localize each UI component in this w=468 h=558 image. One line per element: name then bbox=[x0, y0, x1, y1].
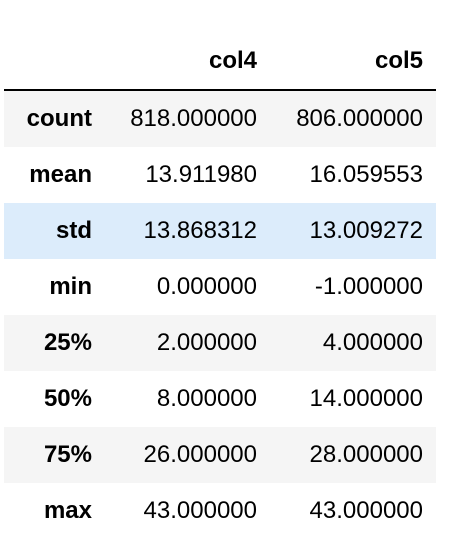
table-cell: 4.000000 bbox=[322, 329, 423, 356]
table-row: min 0.000000 -1.000000 bbox=[4, 259, 436, 315]
table-row: 25% 2.000000 4.000000 bbox=[4, 315, 436, 371]
index-header bbox=[4, 33, 104, 91]
table-cell: 13.911980 bbox=[145, 161, 257, 188]
table-row: mean 13.911980 16.059553 bbox=[4, 147, 436, 203]
column-header-col4: col4 bbox=[104, 33, 270, 91]
row-label: 25% bbox=[43, 329, 92, 356]
row-label: 50% bbox=[43, 385, 92, 412]
table-row-highlighted: std 13.868312 13.009272 bbox=[4, 203, 436, 259]
table-row: count 818.000000 806.000000 bbox=[4, 90, 436, 147]
table-cell: 0.000000 bbox=[156, 273, 257, 300]
column-header-col5: col5 bbox=[270, 33, 436, 91]
table-cell: 8.000000 bbox=[156, 385, 257, 412]
row-label: 75% bbox=[43, 441, 92, 468]
table-cell: 14.000000 bbox=[309, 385, 423, 412]
table-row: 50% 8.000000 14.000000 bbox=[4, 371, 436, 427]
table-cell: 26.000000 bbox=[143, 441, 257, 468]
table-cell: 818.000000 bbox=[130, 105, 257, 132]
table-cell: 806.000000 bbox=[296, 105, 423, 132]
table-cell: 43.000000 bbox=[143, 497, 257, 524]
table-cell: 2.000000 bbox=[156, 329, 257, 356]
row-label: min bbox=[49, 273, 92, 300]
describe-table: col4 col5 count 818.000000 806.000000 me… bbox=[4, 33, 436, 539]
table-cell: 16.059553 bbox=[309, 161, 423, 188]
table-cell: -1.000000 bbox=[314, 273, 423, 300]
row-label: count bbox=[26, 105, 92, 132]
row-label: max bbox=[43, 497, 92, 524]
table-row: 75% 26.000000 28.000000 bbox=[4, 427, 436, 483]
row-label: mean bbox=[29, 161, 92, 188]
table-cell: 43.000000 bbox=[309, 497, 423, 524]
table-cell: 13.009272 bbox=[309, 217, 423, 244]
table-cell: 28.000000 bbox=[309, 441, 423, 468]
table-row: max 43.000000 43.000000 bbox=[4, 483, 436, 539]
header-row: col4 col5 bbox=[4, 33, 436, 91]
row-label: std bbox=[56, 217, 92, 244]
table-cell: 13.868312 bbox=[143, 217, 257, 244]
